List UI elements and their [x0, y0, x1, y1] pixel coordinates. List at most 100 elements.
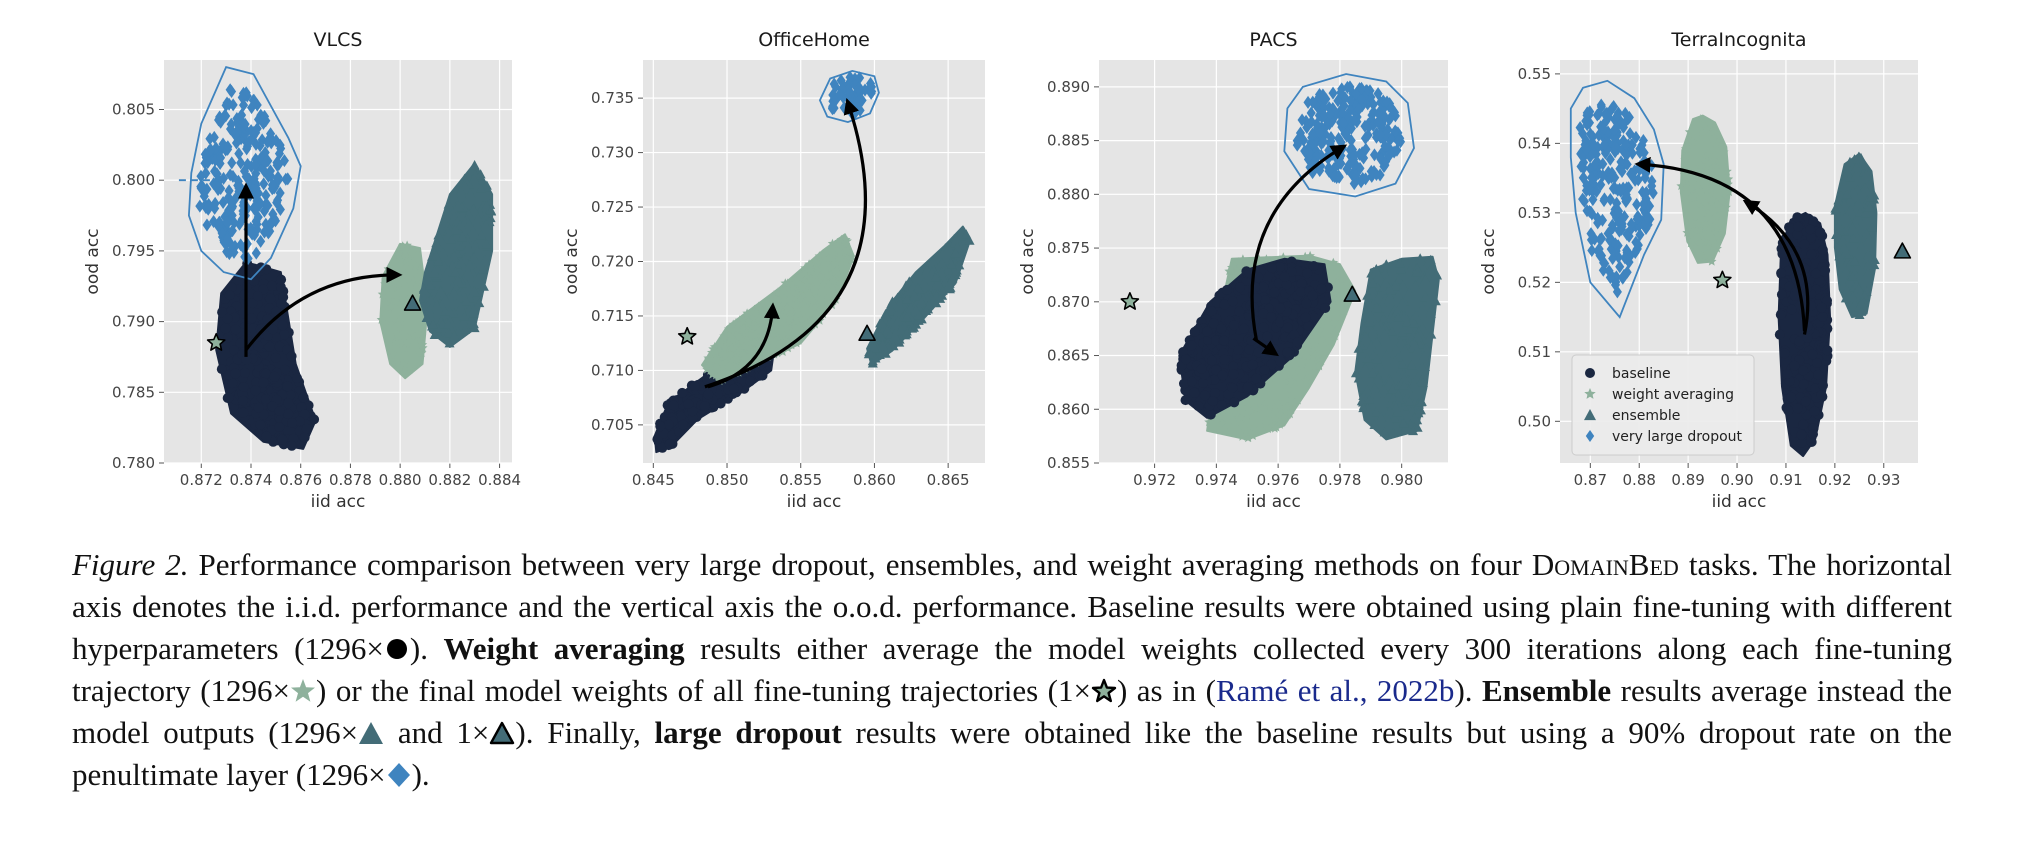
ensemble-point [463, 242, 474, 252]
ensemble-point [876, 331, 887, 341]
weight-averaging-point [1271, 422, 1282, 432]
ensemble-point [951, 233, 962, 243]
weight-averaging-point [720, 352, 730, 361]
baseline-point [1207, 396, 1218, 407]
weight-averaging-point [413, 298, 423, 308]
weight-averaging-point [723, 362, 734, 372]
ensemble-point [1373, 291, 1384, 301]
very-large-dropout-point [212, 178, 222, 192]
ensemble-point [1409, 318, 1420, 328]
weight-averaging-point [823, 253, 834, 263]
very-large-dropout-point [1635, 228, 1645, 242]
weight-averaging-point [1287, 367, 1298, 377]
weight-averaging-point [750, 337, 760, 347]
weight-averaging-point [840, 246, 850, 256]
baseline-point [253, 341, 264, 352]
ensemble-point [1856, 240, 1867, 251]
weight-averaging-point [800, 263, 810, 273]
baseline-point [237, 395, 248, 406]
ensemble-point [1430, 296, 1441, 306]
ensemble-point [457, 207, 468, 218]
very-large-dropout-point [1315, 164, 1325, 178]
baseline-point [1813, 369, 1824, 380]
baseline-point [1219, 335, 1229, 346]
citation-link[interactable]: Ramé et al., 2022b [1215, 673, 1455, 708]
highlight-star [1120, 292, 1140, 310]
ensemble-point [943, 242, 954, 252]
very-large-dropout-point [1587, 207, 1597, 221]
ensemble-point [1837, 235, 1848, 245]
baseline-point [252, 291, 263, 302]
very-large-dropout-point [275, 138, 285, 152]
very-large-dropout-point [829, 77, 839, 91]
very-large-dropout-point [1381, 128, 1391, 142]
ensemble-point [474, 297, 485, 308]
ensemble-point [1861, 228, 1872, 239]
ensemble-point [1864, 202, 1875, 212]
weight-averaging-point [1710, 150, 1720, 159]
very-large-dropout-point [1622, 157, 1632, 171]
ensemble-point [425, 295, 436, 305]
very-large-dropout-point [1627, 138, 1637, 152]
baseline-point [250, 385, 261, 396]
weight-averaging-point [1696, 114, 1706, 123]
very-large-dropout-point [1609, 123, 1619, 137]
very-large-dropout-point [1333, 94, 1343, 108]
very-large-dropout-point [1633, 238, 1643, 252]
weight-averaging-point [1711, 240, 1722, 250]
ensemble-point [1847, 271, 1858, 281]
weight-averaging-point [801, 280, 812, 290]
highlight-star [677, 326, 697, 345]
caption-text: results were obtained like the baseline … [72, 715, 1952, 792]
ensemble-point [1398, 418, 1409, 428]
x-tick-label: 0.878 [329, 471, 372, 489]
baseline-point [1798, 365, 1809, 376]
weight-averaging-point [1698, 245, 1709, 255]
ensemble-point [1395, 264, 1406, 274]
x-tick-label: 0.978 [1318, 471, 1361, 489]
weight-averaging-point [799, 269, 809, 279]
x-tick-label: 0.865 [927, 471, 970, 489]
weight-averaging-point [1308, 343, 1318, 353]
highlight-star [1713, 270, 1732, 289]
weight-averaging-point [1314, 361, 1324, 371]
weight-averaging-point [834, 236, 844, 246]
very-large-dropout-point [246, 124, 256, 138]
weight-averaging-point [836, 271, 847, 281]
weight-averaging-point [825, 279, 836, 288]
very-large-dropout-point [238, 98, 249, 112]
y-tick-label: 0.50 [1518, 412, 1551, 430]
ensemble-point [1854, 151, 1865, 161]
ensemble-point [1844, 156, 1855, 166]
y-tick-label: 0.780 [112, 454, 155, 472]
very-large-dropout-point [1346, 94, 1356, 108]
weight-averaging-point [1702, 250, 1713, 260]
baseline-point [1822, 295, 1832, 306]
baseline-point [1205, 409, 1216, 420]
weight-averaging-point [728, 319, 738, 329]
very-large-dropout-point [1585, 127, 1596, 141]
weight-averaging-point [407, 247, 418, 257]
very-large-dropout-point [1363, 128, 1373, 142]
baseline-point [689, 381, 700, 392]
weight-averaging-point [1247, 410, 1258, 420]
weight-averaging-point [729, 355, 739, 365]
very-large-dropout-point [241, 170, 251, 184]
caption-text: results either average the model weights… [72, 631, 1952, 708]
y-tick-label: 0.720 [591, 253, 634, 271]
weight-averaging-point [829, 258, 839, 268]
weight-averaging-point [385, 302, 395, 312]
weight-averaging-point [1243, 402, 1253, 411]
baseline-point [1792, 229, 1803, 240]
weight-averaging-point [1274, 400, 1285, 410]
weight-averaging-point [406, 279, 416, 289]
caption-text: results average instead the model output… [72, 673, 1953, 750]
weight-averaging-point [808, 296, 819, 306]
baseline-point [1207, 355, 1217, 366]
very-large-dropout-point [251, 246, 261, 260]
baseline-point [1216, 323, 1227, 334]
ensemble-point [1417, 322, 1428, 332]
very-large-dropout-point [1641, 185, 1651, 199]
very-large-dropout-point [273, 193, 283, 207]
weight-averaging-point [1257, 402, 1268, 412]
